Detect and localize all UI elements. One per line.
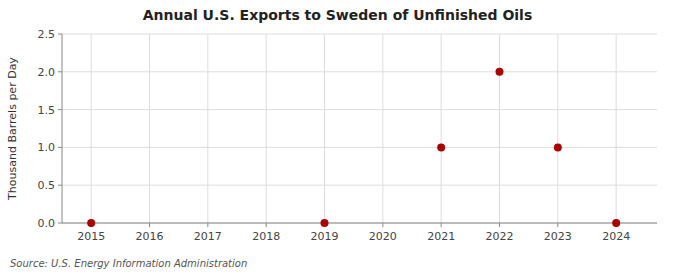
x-tick <box>499 223 500 227</box>
y-grid-line <box>62 223 657 224</box>
x-tick <box>382 223 383 227</box>
grid <box>62 34 657 223</box>
chart-svg: Annual U.S. Exports to Sweden of Unfinis… <box>0 0 675 275</box>
y-tick-label: 2.0 <box>38 66 56 79</box>
y-tick <box>58 185 62 186</box>
x-tick-label: 2019 <box>311 230 339 243</box>
y-grid-line <box>62 109 657 110</box>
x-grid-line <box>149 34 150 223</box>
x-tick <box>441 223 442 227</box>
y-tick <box>58 34 62 35</box>
y-grid-line <box>62 147 657 148</box>
x-grid-line <box>324 34 325 223</box>
y-grid-line <box>62 185 657 186</box>
point <box>87 219 95 227</box>
point <box>437 143 445 151</box>
y-tick-label: 1.5 <box>38 104 56 117</box>
y-axis-line <box>62 34 63 223</box>
y-tick <box>58 147 62 148</box>
point <box>496 68 504 76</box>
x-tick <box>266 223 267 227</box>
x-tick-label: 2017 <box>194 230 222 243</box>
x-tick <box>149 223 150 227</box>
x-tick-label: 2020 <box>369 230 397 243</box>
title: Annual U.S. Exports to Sweden of Unfinis… <box>143 7 533 23</box>
chart-container: Annual U.S. Exports to Sweden of Unfinis… <box>0 0 675 275</box>
y-tick-label: 0.5 <box>38 179 56 192</box>
x-grid-line <box>616 34 617 223</box>
x-tick-label: 2022 <box>486 230 514 243</box>
points <box>87 68 620 227</box>
x-grid-line <box>499 34 500 223</box>
x-tick-label: 2018 <box>252 230 280 243</box>
axes: 0.0 0.5 1.0 1.5 2.0 2.5 2015 2016 2017 2018 2019 20… <box>38 28 658 243</box>
y-tick-label: 1.0 <box>38 141 56 154</box>
x-grid-line <box>207 34 208 223</box>
x-grid-line <box>266 34 267 223</box>
x-axis-line <box>62 223 657 224</box>
x-tick-label: 2021 <box>427 230 455 243</box>
x-tick-label: 2016 <box>136 230 164 243</box>
x-tick-label: 2023 <box>544 230 572 243</box>
point <box>612 219 620 227</box>
x-grid-line <box>557 34 558 223</box>
y-axis-label: Thousand Barrels per Day <box>6 57 19 201</box>
y-tick <box>58 71 62 72</box>
x-tick <box>557 223 558 227</box>
x-grid-line <box>91 34 92 223</box>
x-tick <box>207 223 208 227</box>
point <box>554 143 562 151</box>
x-tick-label: 2015 <box>77 230 105 243</box>
y-tick-label: 0.0 <box>38 217 56 230</box>
y-grid-line <box>62 34 657 35</box>
y-tick <box>58 109 62 110</box>
x-grid-line <box>441 34 442 223</box>
x-tick-label: 2024 <box>602 230 630 243</box>
source-note: Source: U.S. Energy Information Administ… <box>10 258 247 269</box>
y-tick <box>58 223 62 224</box>
y-tick-label: 2.5 <box>38 28 56 41</box>
x-grid-line <box>382 34 383 223</box>
point <box>321 219 329 227</box>
y-grid-line <box>62 71 657 72</box>
